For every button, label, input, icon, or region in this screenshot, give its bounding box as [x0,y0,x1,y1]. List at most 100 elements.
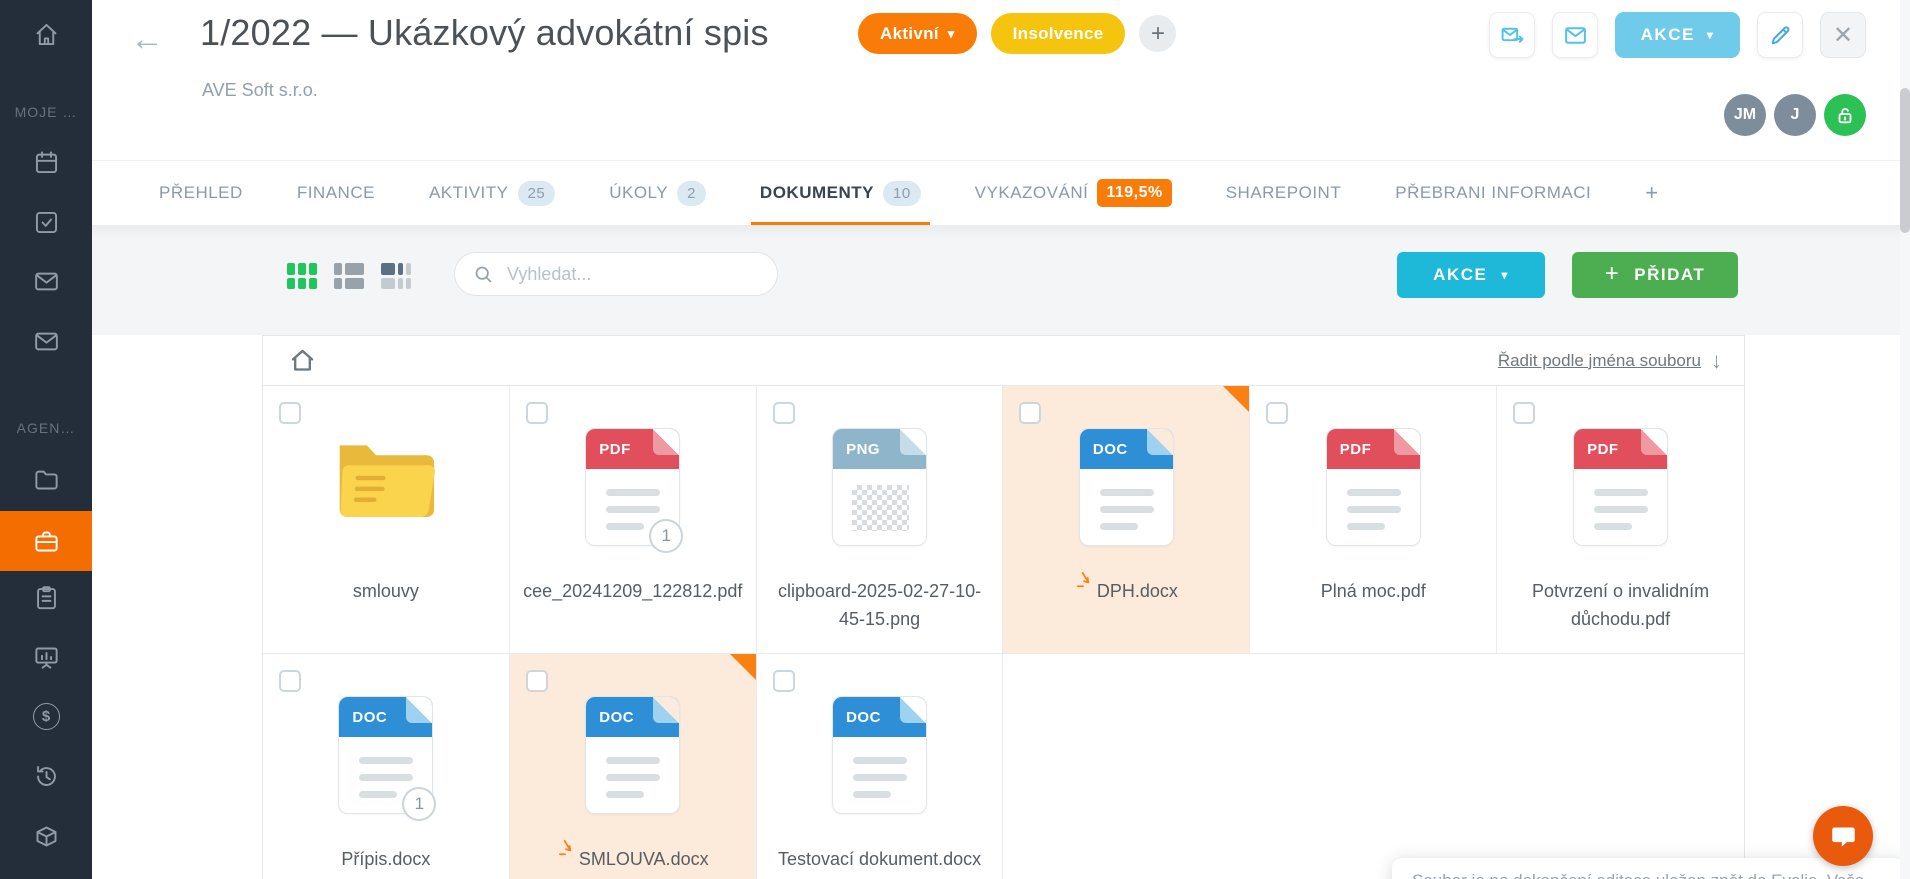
file-name[interactable]: Potvrzení o invalidním důchodu.pdf [1532,581,1710,629]
sidebar-item-archive[interactable] [0,810,92,862]
file-name[interactable]: Testovací dokument.docx [778,849,982,869]
search-input[interactable] [507,263,759,285]
editing-cursor-icon [1075,570,1096,600]
root-folder-button[interactable] [285,344,319,378]
documents-toolbar: AKCE▾ +PŘIDAT [92,225,1910,335]
file-name[interactable]: clipboard-2025-02-27-10-45-15.png [778,581,982,629]
status-badge[interactable]: Aktivní ▾ [858,13,977,54]
documents-akce-button[interactable]: AKCE ▾ [1397,252,1545,298]
avatar[interactable]: J [1774,94,1816,136]
plus-icon: + [1150,19,1165,47]
sidebar-item-mail2[interactable] [0,315,92,367]
send-mail-button[interactable] [1489,12,1535,58]
file-cell-doc[interactable]: DOC Testovací dokument.docx [756,654,1004,879]
grid-view-button[interactable] [287,263,317,289]
file-name[interactable]: DPH.docx [1003,572,1249,608]
chat-teaser-tooltip[interactable]: Soubor je po dokončení editace uložen zp… [1392,858,1904,879]
file-checkbox[interactable] [525,670,548,692]
add-document-button[interactable]: + PŘIDAT [1572,252,1738,298]
tab-vykazovani[interactable]: VYKAZOVÁNÍ 119,5% [948,161,1199,225]
pdf-file-icon: PDF [1325,428,1421,546]
tab-prebrani-informaci[interactable]: PŘEBRANI INFORMACI [1395,183,1592,202]
sidebar-item-mail[interactable] [0,255,92,307]
file-checkbox[interactable] [525,402,548,424]
calendar-icon [35,150,57,173]
empty-cell [1003,654,1251,879]
file-checkbox[interactable] [279,402,301,424]
file-cell-pdf[interactable]: PDF 1 cee_20241209_122812.pdf [509,386,757,654]
plus-icon: + [1604,260,1621,287]
page-scrollbar[interactable] [1900,0,1910,879]
file-checkbox[interactable] [1019,402,1042,424]
chevron-down-icon: ▾ [1706,28,1715,42]
file-name[interactable]: smlouvy [352,581,419,601]
chat-button[interactable] [1813,806,1873,866]
back-arrow-icon: ← [130,19,164,58]
sidebar-item-reports[interactable] [0,631,92,683]
scrollbar-thumb[interactable] [1900,88,1910,233]
sidebar-item-clipboard[interactable] [0,571,92,623]
file-name[interactable]: Přípis.docx [341,849,431,869]
tab-aktivity[interactable]: AKTIVITY 25 [402,161,582,225]
plus-icon: + [1645,180,1659,205]
file-cell-folder[interactable]: smlouvy [263,386,510,654]
insolvency-badge[interactable]: Insolvence [990,13,1126,54]
sidebar-item-calendar[interactable] [0,136,92,188]
empty-cell [1250,654,1498,879]
tab-dokumenty[interactable]: DOKUMENTY 10 [733,161,948,225]
sidebar-item-cases-active[interactable] [0,511,92,571]
file-name[interactable]: SMLOUVA.docx [510,840,756,876]
folder-icon [339,445,435,518]
file-cell-doc-selected[interactable]: DOC SMLOUVA.docx [509,654,757,879]
file-checkbox[interactable] [1266,402,1289,424]
avatar[interactable]: JM [1724,94,1766,136]
back-button[interactable]: ← [122,14,172,64]
file-checkbox[interactable] [772,670,795,692]
add-tab-button[interactable]: + [1618,161,1685,225]
case-header: ← 1/2022 — Ukázkový advokátní spis AVE S… [92,0,1910,160]
file-cell-doc-selected[interactable]: DOC DPH.docx [1003,386,1251,654]
add-tag-button[interactable]: + [1139,15,1177,52]
file-name[interactable]: cee_20241209_122812.pdf [523,581,743,601]
tab-count-badge: 10 [882,180,921,206]
file-cell-doc[interactable]: DOC 1 Přípis.docx [263,654,510,879]
chevron-down-icon: ▾ [947,25,955,41]
sidebar-item-history[interactable] [0,750,92,802]
envelope-icon [34,272,58,290]
sidebar-item-billing[interactable]: $ [0,690,92,742]
box-icon [36,826,56,846]
chat-teaser-text: Soubor je po dokončení editace uložen zp… [1412,871,1864,879]
sidebar-item-home[interactable] [0,8,92,60]
file-cell-pdf[interactable]: PDF Plná moc.pdf [1250,386,1498,654]
tab-sharepoint[interactable]: SHAREPOINT [1225,183,1342,202]
sidebar-item-folder[interactable] [0,453,92,505]
envelope-icon [1564,26,1586,44]
mail-button[interactable] [1552,12,1598,58]
sidebar-item-tasks[interactable] [0,196,92,248]
sort-direction-icon: ↓ [1711,347,1722,373]
file-checkbox[interactable] [772,402,795,424]
close-case-button[interactable]: ✕ [1820,12,1866,58]
unlock-status-button[interactable] [1824,94,1866,136]
doc-file-icon: DOC 1 [338,696,437,821]
file-checkbox[interactable] [1513,402,1536,424]
list-view-button[interactable] [334,263,364,289]
sort-control[interactable]: Řadit podle jména souboru ↓ [1498,348,1722,374]
pdf-file-icon: PDF 1 [585,428,684,553]
detail-view-button[interactable] [381,263,411,289]
envelope-icon [34,332,58,350]
file-cell-png[interactable]: PNG clipboard-2025-02-27-10-45-15.png [756,386,1004,654]
tab-count-badge: 2 [677,180,706,206]
tab-prehled[interactable]: PŘEHLED [159,183,243,202]
search-box [454,252,778,296]
file-name[interactable]: Plná moc.pdf [1320,581,1426,601]
clipboard-icon [36,585,56,609]
check-square-icon [35,211,57,233]
edit-case-button[interactable] [1757,12,1803,58]
tab-ukoly[interactable]: ÚKOLY 2 [582,161,733,225]
file-checkbox[interactable] [279,670,301,692]
tab-finance[interactable]: FINANCE [296,183,375,202]
header-akce-button[interactable]: AKCE ▾ [1615,12,1740,58]
file-cell-pdf[interactable]: PDF Potvrzení o invalidním důchodu.pdf [1497,386,1744,654]
close-icon: ✕ [1832,21,1854,49]
